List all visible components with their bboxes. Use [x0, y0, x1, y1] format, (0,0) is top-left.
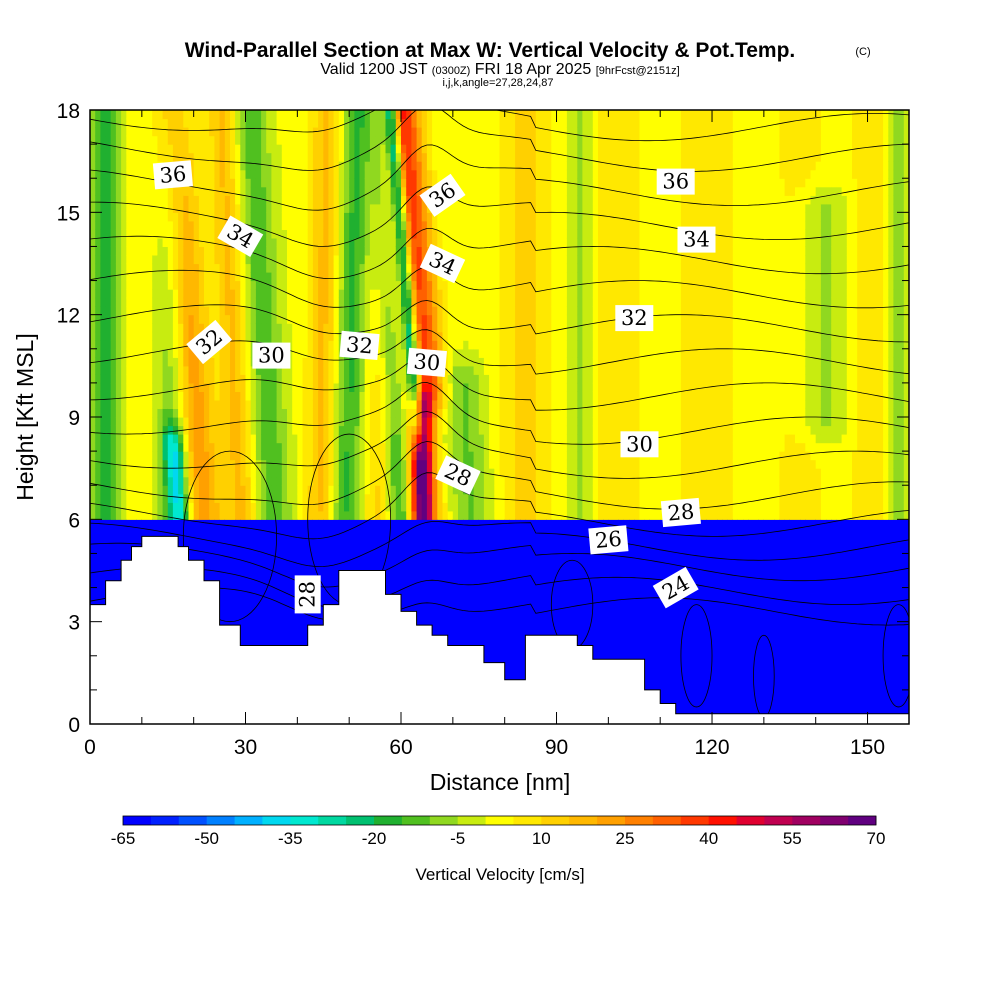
contour-label-text: 30: [626, 432, 653, 456]
colorbar-swatch: [848, 816, 877, 825]
colorbar-swatch: [234, 816, 263, 825]
y-tick-label: 3: [68, 612, 80, 635]
terrain-mask: [89, 535, 910, 725]
contour-label-text: 26: [594, 527, 623, 553]
x-tick-label: 120: [695, 736, 730, 759]
valid-zulu: (0300Z): [432, 65, 471, 77]
contour-label: 36: [152, 160, 193, 190]
x-tick-label: 150: [850, 736, 885, 759]
y-tick-label: 18: [57, 100, 80, 123]
contour-label: 28: [660, 497, 701, 528]
colorbar-swatch: [513, 816, 542, 825]
colorbar-tick-label: 70: [867, 829, 886, 848]
contour-label-text: 32: [345, 332, 374, 358]
colorbar-swatch: [262, 816, 291, 825]
colorbar-tick-label: 40: [699, 829, 718, 848]
copyright-mark: (C): [855, 46, 870, 58]
colorbar-title: Vertical Velocity [cm/s]: [415, 865, 584, 884]
y-tick-label: 0: [68, 714, 80, 737]
x-axis-title: Distance [nm]: [430, 769, 571, 795]
colorbar-tick-label: 10: [532, 829, 551, 848]
contour-label: 30: [252, 342, 291, 369]
valid-time: Valid 1200 JST: [320, 61, 428, 78]
contour-label-text: 32: [621, 306, 648, 330]
forecast-info: [9hrFcst@2151z]: [596, 65, 680, 77]
chart-indices: i,j,k,angle=27,28,24,87: [442, 77, 553, 89]
contour-label-text: 36: [159, 162, 188, 188]
contour-label: 28: [294, 575, 321, 614]
x-tick-label: 60: [389, 736, 412, 759]
contour-label: 26: [588, 525, 629, 555]
colorbar-swatch: [346, 816, 375, 825]
contour-label: 34: [677, 226, 716, 253]
y-tick-label: 15: [57, 202, 80, 225]
colorbar-tick-label: -5: [450, 829, 465, 848]
colorbar-swatch: [680, 816, 710, 825]
colorbar-tick-label: -50: [194, 829, 219, 848]
colorbar-swatch: [429, 816, 459, 825]
y-tick-label: 9: [68, 407, 80, 430]
contour-label-text: 28: [296, 581, 320, 608]
colorbar: -65 -50 -35 -20 -5 10 25 40 55 70: [111, 815, 886, 848]
contour-label: 32: [339, 330, 380, 361]
contour-label: 36: [656, 168, 695, 195]
colorbar-swatch: [736, 816, 765, 825]
contour-label: 30: [620, 431, 659, 458]
colorbar-swatch: [708, 816, 737, 825]
x-tick-label: 0: [84, 736, 96, 759]
colorbar-swatch: [123, 816, 152, 825]
chart-subtitle: Valid 1200 JST (0300Z) FRI 18 Apr 2025 […: [320, 61, 679, 78]
colorbar-swatch: [764, 816, 793, 825]
colorbar-tick-label: -35: [278, 829, 303, 848]
colorbar-swatch: [792, 816, 821, 825]
colorbar-swatch: [625, 816, 654, 825]
contour-label-text: 30: [258, 344, 285, 368]
contour-label: 30: [406, 347, 447, 378]
colorbar-swatch: [485, 816, 514, 825]
colorbar-swatch: [374, 816, 403, 825]
x-tick-label: 30: [234, 736, 257, 759]
colorbar-swatch: [457, 816, 486, 825]
valid-date: FRI 18 Apr 2025: [475, 61, 592, 78]
colorbar-swatch: [569, 816, 598, 825]
contour-label-text: 28: [667, 499, 696, 525]
colorbar-tick-label: -20: [362, 829, 387, 848]
chart-title: Wind-Parallel Section at Max W: Vertical…: [185, 39, 796, 62]
colorbar-swatch: [541, 816, 570, 825]
colorbar-swatch: [206, 816, 235, 825]
contour-label-text: 34: [683, 228, 710, 252]
contour-label: 32: [615, 305, 654, 332]
colorbar-swatch: [178, 816, 208, 825]
contour-label-text: 30: [413, 349, 442, 375]
y-axis-title: Height [Kft MSL]: [12, 333, 38, 500]
contour-label-text: 36: [662, 170, 689, 194]
y-tick-label: 12: [57, 305, 80, 328]
colorbar-swatch: [150, 816, 180, 825]
y-tick-label: 6: [68, 509, 80, 532]
colorbar-swatch: [597, 816, 626, 825]
colorbar-tick-label: 55: [783, 829, 802, 848]
colorbar-tick-label: 25: [616, 829, 635, 848]
colorbar-swatch: [652, 816, 682, 825]
colorbar-swatch: [401, 816, 431, 825]
colorbar-tick-label: -65: [111, 829, 136, 848]
x-tick-label: 90: [545, 736, 568, 759]
colorbar-swatch: [290, 816, 319, 825]
colorbar-swatch: [318, 816, 347, 825]
colorbar-swatch: [820, 816, 849, 825]
